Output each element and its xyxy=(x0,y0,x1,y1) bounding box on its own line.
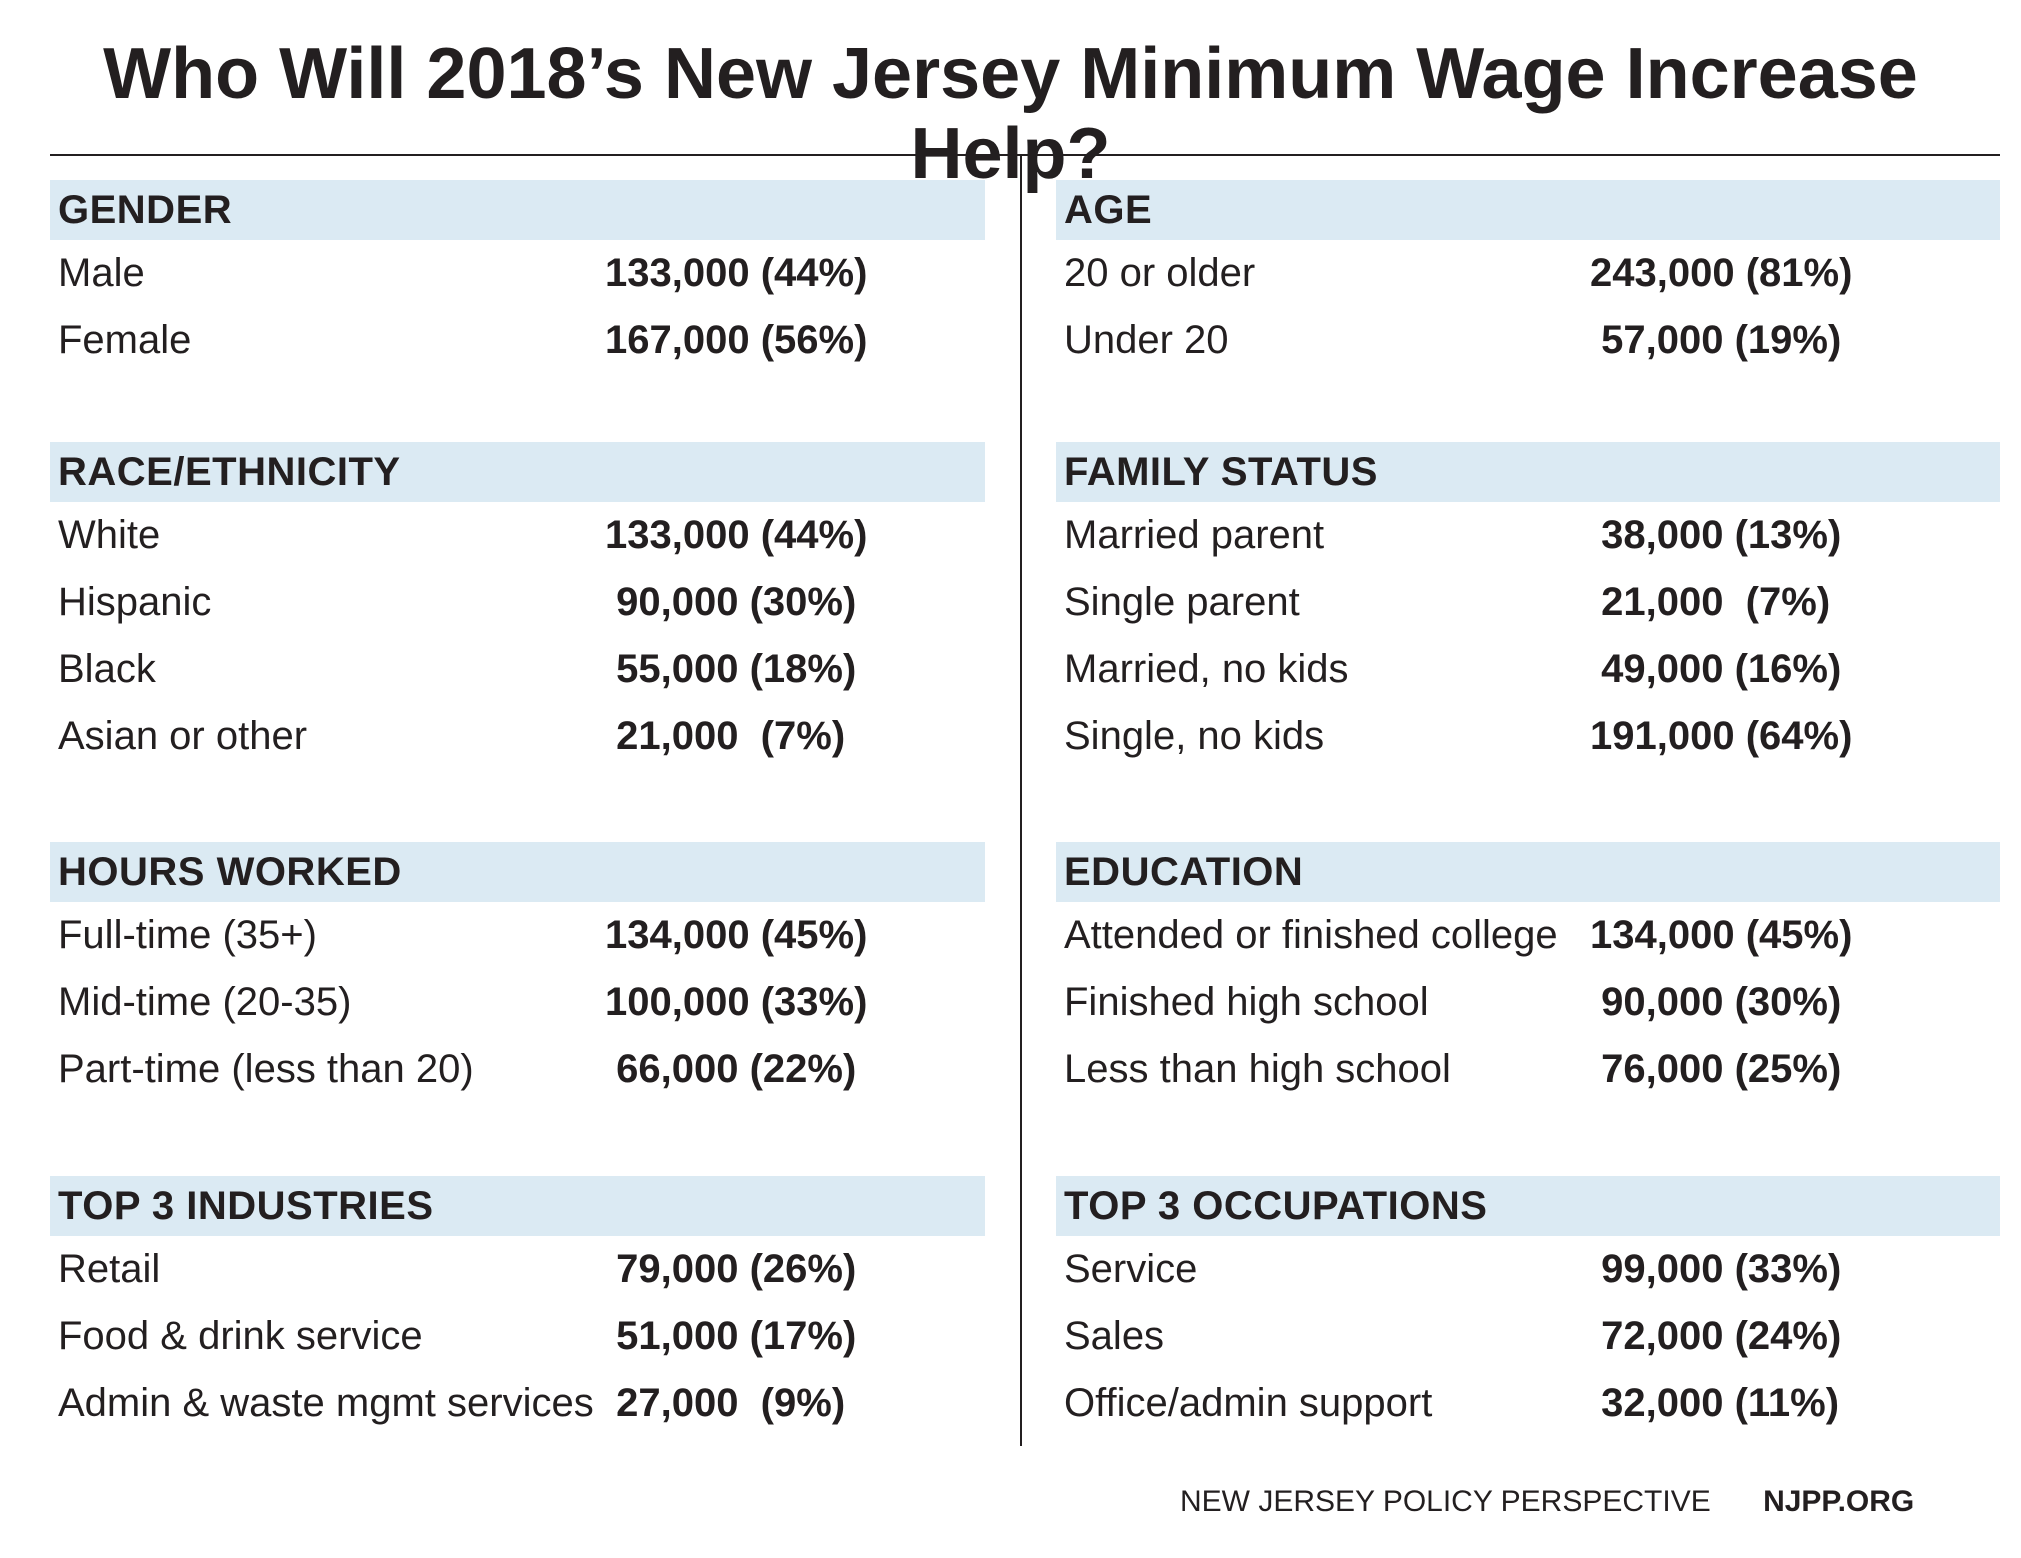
table-row: Attended or finished college 134,000 (45… xyxy=(1056,902,2000,969)
row-value: 38,000 (13%) xyxy=(1590,513,1842,557)
table-row: Black 55,000 (18%) xyxy=(50,636,985,703)
row-value: 72,000 (24%) xyxy=(1590,1314,1842,1358)
row-value: 191,000 (64%) xyxy=(1590,714,1853,758)
section-top-occupations: TOP 3 OCCUPATIONS Service 99,000 (33%) S… xyxy=(1056,1176,2000,1437)
row-label: Food & drink service xyxy=(58,1314,423,1358)
row-label: Office/admin support xyxy=(1064,1381,1433,1425)
table-row: Female 167,000 (56%) xyxy=(50,307,985,374)
section-age: AGE 20 or older 243,000 (81%) Under 20 5… xyxy=(1056,180,2000,374)
section-header: FAMILY STATUS xyxy=(1056,442,2000,502)
row-value: 99,000 (33%) xyxy=(1590,1247,1842,1291)
table-row: Admin & waste mgmt services 27,000 (9%) xyxy=(50,1370,985,1437)
page-title: Who Will 2018’s New Jersey Minimum Wage … xyxy=(103,34,1918,194)
section-header: TOP 3 INDUSTRIES xyxy=(50,1176,985,1236)
row-label: Black xyxy=(58,647,156,691)
footer-website: NJPP.ORG xyxy=(1763,1485,1915,1518)
row-label: Single, no kids xyxy=(1064,714,1325,758)
table-row: Office/admin support 32,000 (11%) xyxy=(1056,1370,2000,1437)
table-row: Finished high school 90,000 (30%) xyxy=(1056,969,2000,1036)
table-row: Food & drink service 51,000 (17%) xyxy=(50,1303,985,1370)
row-value: 167,000 (56%) xyxy=(605,318,868,362)
row-label: White xyxy=(58,513,161,557)
footer-organization: NEW JERSEY POLICY PERSPECTIVE xyxy=(1180,1485,1711,1518)
table-row: Married parent 38,000 (13%) xyxy=(1056,502,2000,569)
row-label: Male xyxy=(58,251,145,295)
footer: NEW JERSEY POLICY PERSPECTIVE NJPP.ORG xyxy=(1180,1484,1914,1520)
row-label: Asian or other xyxy=(58,714,308,758)
row-value: 32,000 (11%) xyxy=(1590,1381,1840,1425)
table-row: Part-time (less than 20) 66,000 (22%) xyxy=(50,1036,985,1103)
row-label: Admin & waste mgmt services xyxy=(58,1381,594,1425)
section-race-ethnicity: RACE/ETHNICITY White 133,000 (44%) Hispa… xyxy=(50,442,985,770)
row-label: Retail xyxy=(58,1247,161,1291)
row-value: 243,000 (81%) xyxy=(1590,251,1853,295)
table-row: Sales 72,000 (24%) xyxy=(1056,1303,2000,1370)
table-row: Male 133,000 (44%) xyxy=(50,240,985,307)
row-value: 51,000 (17%) xyxy=(605,1314,857,1358)
row-value: 100,000 (33%) xyxy=(605,980,868,1024)
row-label: 20 or older xyxy=(1064,251,1256,295)
row-label: Single parent xyxy=(1064,580,1300,624)
title-rule xyxy=(50,154,2000,156)
row-value: 76,000 (25%) xyxy=(1590,1047,1842,1091)
row-label: Sales xyxy=(1064,1314,1165,1358)
table-row: 20 or older 243,000 (81%) xyxy=(1056,240,2000,307)
section-hours-worked: HOURS WORKED Full-time (35+) 134,000 (45… xyxy=(50,842,985,1103)
table-row: Hispanic 90,000 (30%) xyxy=(50,569,985,636)
row-value: 21,000 (7%) xyxy=(605,714,846,758)
row-value: 49,000 (16%) xyxy=(1590,647,1842,691)
section-header: HOURS WORKED xyxy=(50,842,985,902)
row-value: 21,000 (7%) xyxy=(1590,580,1831,624)
table-row: Retail 79,000 (26%) xyxy=(50,1236,985,1303)
column-divider xyxy=(1020,156,1022,1446)
table-row: Asian or other 21,000 (7%) xyxy=(50,703,985,770)
row-label: Less than high school xyxy=(1064,1047,1451,1091)
row-value: 55,000 (18%) xyxy=(605,647,857,691)
row-label: Part-time (less than 20) xyxy=(58,1047,474,1091)
table-row: Mid-time (20-35) 100,000 (33%) xyxy=(50,969,985,1036)
section-top-industries: TOP 3 INDUSTRIES Retail 79,000 (26%) Foo… xyxy=(50,1176,985,1437)
table-row: White 133,000 (44%) xyxy=(50,502,985,569)
table-row: Single, no kids 191,000 (64%) xyxy=(1056,703,2000,770)
row-label: Married, no kids xyxy=(1064,647,1349,691)
section-gender: GENDER Male 133,000 (44%) Female 167,000… xyxy=(50,180,985,374)
row-label: Female xyxy=(58,318,192,362)
table-row: Under 20 57,000 (19%) xyxy=(1056,307,2000,374)
section-family-status: FAMILY STATUS Married parent 38,000 (13%… xyxy=(1056,442,2000,770)
row-value: 79,000 (26%) xyxy=(605,1247,857,1291)
table-row: Single parent 21,000 (7%) xyxy=(1056,569,2000,636)
table-row: Married, no kids 49,000 (16%) xyxy=(1056,636,2000,703)
row-value: 27,000 (9%) xyxy=(605,1381,846,1425)
section-header: RACE/ETHNICITY xyxy=(50,442,985,502)
row-value: 90,000 (30%) xyxy=(605,580,857,624)
row-value: 57,000 (19%) xyxy=(1590,318,1842,362)
row-label: Hispanic xyxy=(58,580,212,624)
section-header: GENDER xyxy=(50,180,985,240)
row-label: Under 20 xyxy=(1064,318,1229,362)
row-label: Attended or finished college xyxy=(1064,913,1558,957)
row-value: 133,000 (44%) xyxy=(605,513,868,557)
table-row: Less than high school 76,000 (25%) xyxy=(1056,1036,2000,1103)
section-education: EDUCATION Attended or finished college 1… xyxy=(1056,842,2000,1103)
row-label: Married parent xyxy=(1064,513,1325,557)
row-label: Full-time (35+) xyxy=(58,913,317,957)
section-header: AGE xyxy=(1056,180,2000,240)
row-label: Mid-time (20-35) xyxy=(58,980,352,1024)
row-value: 90,000 (30%) xyxy=(1590,980,1842,1024)
section-header: EDUCATION xyxy=(1056,842,2000,902)
row-value: 134,000 (45%) xyxy=(1590,913,1853,957)
row-label: Finished high school xyxy=(1064,980,1429,1024)
table-row: Full-time (35+) 134,000 (45%) xyxy=(50,902,985,969)
section-header: TOP 3 OCCUPATIONS xyxy=(1056,1176,2000,1236)
row-label: Service xyxy=(1064,1247,1198,1291)
row-value: 134,000 (45%) xyxy=(605,913,868,957)
row-value: 133,000 (44%) xyxy=(605,251,868,295)
table-row: Service 99,000 (33%) xyxy=(1056,1236,2000,1303)
row-value: 66,000 (22%) xyxy=(605,1047,857,1091)
